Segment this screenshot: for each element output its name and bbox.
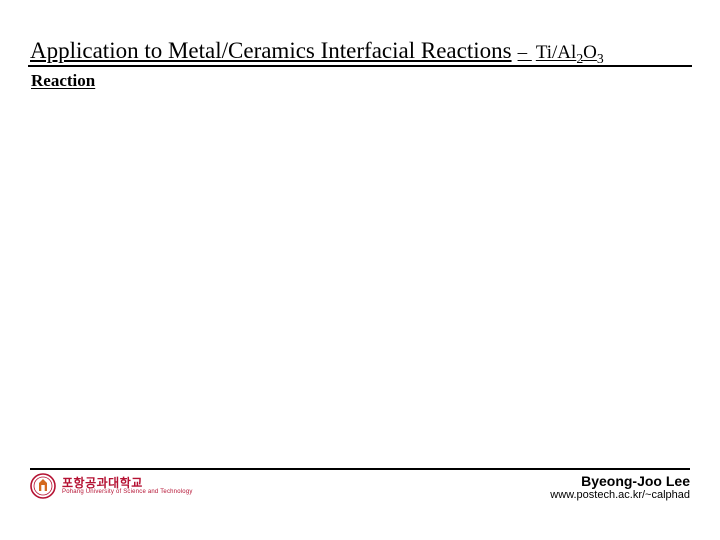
title-row: Application to Metal/Ceramics Interfacia… [28, 38, 692, 67]
footer-rule [30, 468, 690, 470]
footer-left: 포항공과대학교 Pohang University of Science and… [30, 473, 193, 499]
university-logo-icon [30, 473, 56, 499]
author-url: www.postech.ac.kr/~calphad [550, 489, 690, 502]
slide: Application to Metal/Ceramics Interfacia… [0, 0, 720, 540]
footer: 포항공과대학교 Pohang University of Science and… [30, 468, 690, 502]
title-dash: – [518, 42, 532, 63]
formula-pre: Ti/Al [536, 42, 577, 63]
slide-title-suffix: – Ti/Al2O3 [518, 42, 604, 64]
formula-mid: O [583, 42, 597, 63]
slide-subtitle: Reaction [31, 71, 690, 91]
university-text: 포항공과대학교 Pohang University of Science and… [62, 477, 193, 496]
university-name-kr: 포항공과대학교 [62, 477, 193, 490]
author-name: Byeong-Joo Lee [550, 473, 690, 489]
footer-content: 포항공과대학교 Pohang University of Science and… [30, 473, 690, 502]
footer-right: Byeong-Joo Lee www.postech.ac.kr/~calpha… [550, 473, 690, 502]
formula-sub2: 3 [597, 51, 604, 66]
university-name-en: Pohang University of Science and Technol… [62, 489, 193, 495]
slide-title: Application to Metal/Ceramics Interfacia… [30, 38, 512, 64]
